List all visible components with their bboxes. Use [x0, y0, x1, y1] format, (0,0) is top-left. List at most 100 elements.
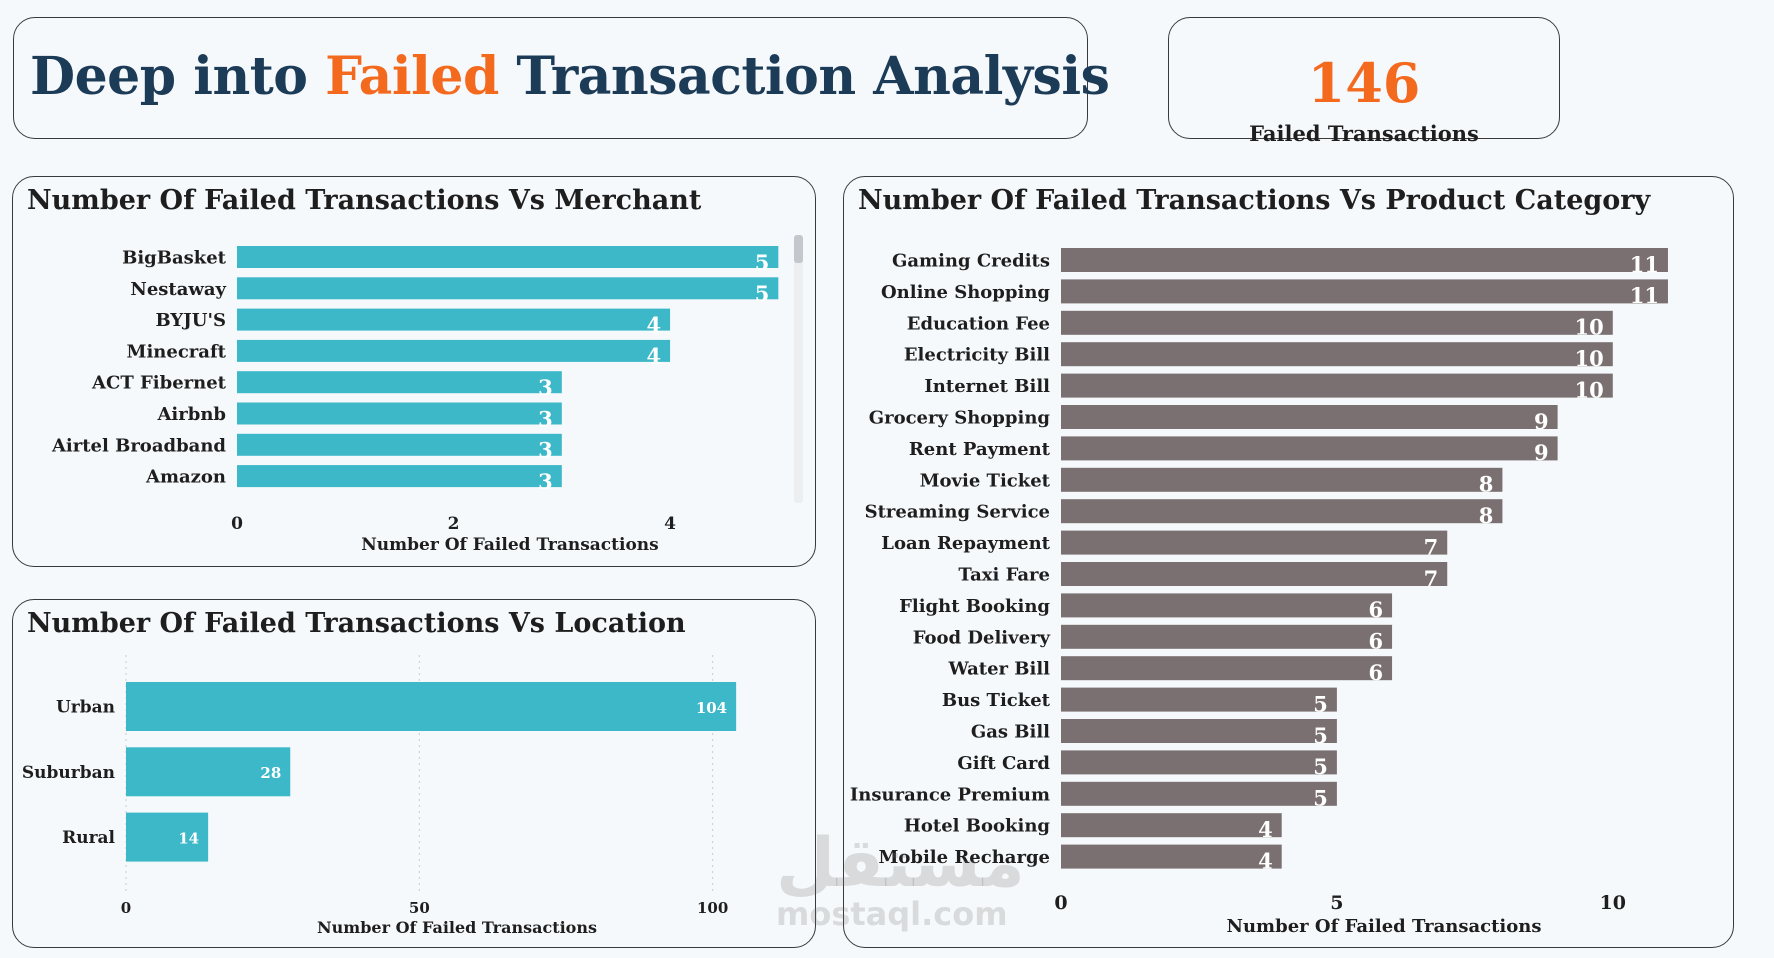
category-label-0: Urban: [56, 698, 115, 718]
category-label-18: Hotel Booking: [904, 816, 1051, 837]
bar-1: [126, 747, 291, 797]
value-label-1: 28: [260, 764, 281, 782]
value-label-17: 5: [1313, 786, 1328, 811]
category-label-4: ACT Fibernet: [91, 373, 227, 394]
category-label-4: Internet Bill: [924, 376, 1050, 397]
bar-6: [1061, 436, 1558, 461]
bar-10: [1061, 562, 1448, 586]
scrollbar-thumb[interactable]: [794, 235, 803, 263]
bar-6: [237, 433, 562, 456]
value-label-0: 104: [696, 699, 727, 717]
x-axis-label: Number Of Failed Transactions: [1227, 916, 1542, 937]
watermark-latin: mostaql.com: [776, 895, 1008, 933]
category-label-12: Food Delivery: [913, 627, 1051, 648]
bar-18: [1061, 813, 1282, 838]
value-label-1: 11: [1630, 283, 1659, 308]
value-label-2: 14: [178, 829, 199, 847]
bar-15: [1061, 719, 1337, 743]
bar-0: [1061, 248, 1668, 272]
category-label-16: Gift Card: [957, 753, 1050, 774]
category-label-5: Airbnb: [156, 404, 226, 425]
bar-5: [1061, 405, 1558, 429]
bar-9: [1061, 530, 1448, 555]
title-part-1: Deep into: [30, 46, 326, 107]
value-label-9: 7: [1424, 534, 1439, 559]
value-label-1: 5: [755, 281, 770, 306]
value-label-11: 6: [1368, 597, 1383, 622]
category-label-1: Nestaway: [130, 279, 226, 300]
bar-0: [126, 682, 737, 731]
bar-3: [237, 339, 671, 362]
bar-2: [126, 812, 209, 862]
title-card: Deep into Failed Transaction Analysis: [13, 17, 1110, 139]
bar-12: [1061, 624, 1393, 649]
location-chart-card: Number Of Failed Transactions Vs Locatio…: [12, 599, 816, 948]
category-label-1: Suburban: [22, 763, 115, 783]
value-label-19: 4: [1258, 848, 1273, 873]
category-label-7: Amazon: [145, 467, 226, 488]
value-label-12: 6: [1368, 629, 1383, 654]
value-label-4: 3: [538, 375, 553, 400]
bar-4: [1061, 373, 1613, 398]
bar-0: [237, 246, 779, 268]
tick-label-1: 50: [409, 899, 430, 917]
category-label-7: Movie Ticket: [920, 470, 1051, 491]
value-label-7: 3: [538, 469, 553, 494]
bar-7: [1061, 467, 1503, 492]
tick-label-2: 10: [1600, 892, 1626, 914]
value-label-2: 10: [1575, 315, 1604, 340]
bar-17: [1061, 781, 1337, 806]
tick-label-0: 0: [231, 514, 243, 534]
category-label-0: Gaming Credits: [892, 250, 1050, 271]
watermark: مستقل mostaql.com: [776, 830, 1025, 933]
value-label-5: 9: [1534, 409, 1549, 434]
category-label-0: BigBasket: [122, 247, 227, 268]
value-label-4: 10: [1575, 377, 1604, 402]
category-label-2: Education Fee: [907, 313, 1050, 334]
value-label-6: 9: [1534, 440, 1549, 465]
tick-label-0: 0: [121, 899, 131, 917]
merchant-chart: BigBasket 5 Nestaway 5 BYJU'S 4 Minecraft 4 ACT …: [51, 235, 803, 555]
bar-16: [1061, 750, 1337, 775]
value-label-18: 4: [1258, 817, 1273, 842]
value-label-13: 6: [1368, 660, 1383, 685]
category-label-17: Insurance Premium: [850, 784, 1050, 805]
category-label-5: Grocery Shopping: [869, 407, 1051, 428]
category-label-3: Minecraft: [127, 341, 227, 362]
category-label-19: Mobile Recharge: [878, 847, 1050, 868]
bar-19: [1061, 844, 1282, 869]
category-chart-card: Number Of Failed Transactions Vs Product…: [843, 176, 1734, 948]
bar-11: [1061, 593, 1393, 618]
bar-2: [237, 308, 671, 331]
bar-7: [237, 465, 562, 488]
location-chart-title: Number Of Failed Transactions Vs Locatio…: [27, 608, 686, 639]
category-label-9: Loan Repayment: [881, 533, 1050, 554]
bar-3: [1061, 342, 1613, 367]
value-label-14: 5: [1313, 691, 1328, 716]
value-label-0: 5: [755, 250, 770, 275]
value-label-10: 7: [1424, 566, 1439, 591]
tick-label-0: 0: [1054, 892, 1067, 914]
merchant-chart-title: Number Of Failed Transactions Vs Merchan…: [27, 185, 702, 216]
bar-4: [237, 371, 562, 394]
bar-13: [1061, 656, 1393, 681]
value-label-3: 4: [646, 344, 661, 369]
value-label-8: 8: [1479, 503, 1494, 528]
location-chart: Urban 104 Suburban 28 Rural 14 0 50 100 Number Of…: [22, 655, 737, 937]
bar-2: [1061, 310, 1613, 335]
kpi-value: 146: [1307, 51, 1421, 115]
value-label-15: 5: [1313, 723, 1328, 748]
value-label-2: 4: [646, 312, 661, 337]
category-label-11: Flight Booking: [899, 596, 1050, 617]
category-label-2: BYJU'S: [156, 310, 226, 331]
merchant-chart-card: Number Of Failed Transactions Vs Merchan…: [12, 176, 816, 567]
value-label-3: 10: [1575, 346, 1604, 371]
scrollbar-track[interactable]: [794, 235, 803, 503]
tick-label-2: 100: [697, 899, 728, 917]
category-label-3: Electricity Bill: [904, 345, 1050, 366]
bar-8: [1061, 499, 1503, 524]
bar-1: [1061, 279, 1668, 304]
category-label-6: Airtel Broadband: [51, 435, 226, 456]
kpi-card: 146 Failed Transactions: [1168, 17, 1560, 146]
value-label-7: 8: [1479, 472, 1494, 497]
